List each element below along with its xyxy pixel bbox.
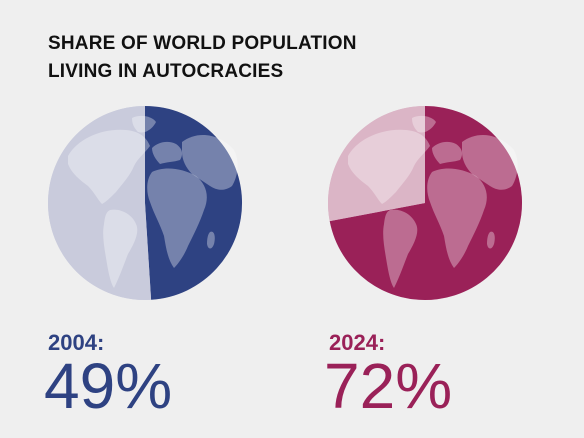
chart-title-line-1: SHARE OF WORLD POPULATION (48, 33, 357, 54)
pie-slice-remainder (328, 106, 425, 222)
world-map (68, 115, 238, 288)
continent-greenland (132, 115, 156, 133)
continent-north-america (348, 129, 430, 204)
continent-north-america (68, 129, 150, 204)
globe-pie-2024 (328, 106, 523, 300)
continent-asia (462, 135, 518, 190)
continent-africa (147, 168, 207, 268)
world-map (348, 115, 518, 288)
continent-asia (182, 135, 238, 190)
pie-slice-autocracy (145, 106, 243, 300)
year-label-2024: 2024: (329, 330, 386, 355)
continent-greenland (412, 115, 436, 133)
continent-south-america (103, 209, 138, 288)
continent-madagascar (207, 231, 215, 249)
continent-south-america (383, 209, 418, 288)
value-label-2004: 49% (44, 350, 173, 422)
value-label-2024: 72% (324, 350, 453, 422)
continent-madagascar (487, 231, 495, 249)
chart-title-line-2: LIVING IN AUTOCRACIES (48, 61, 284, 82)
globe-pie-2004 (48, 106, 243, 300)
pie-slice-autocracy (329, 106, 523, 300)
continent-europe (432, 141, 463, 164)
continent-europe (152, 141, 183, 164)
pie-slice-remainder (48, 106, 152, 300)
continent-africa (427, 168, 487, 268)
year-label-2004: 2004: (48, 330, 105, 355)
chart-title: SHARE OF WORLD POPULATION LIVING IN AUTO… (48, 30, 357, 86)
